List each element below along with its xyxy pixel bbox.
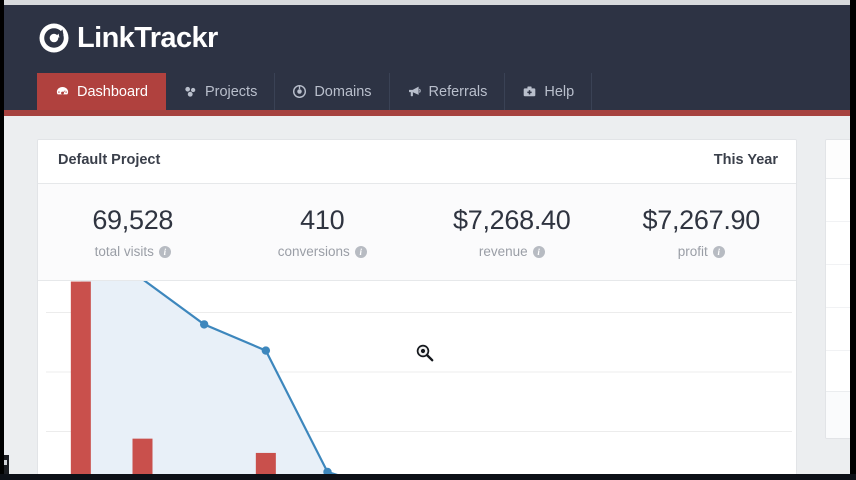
chart-canvas [46, 281, 792, 474]
info-icon[interactable]: i [354, 245, 367, 258]
list-item[interactable] [826, 222, 850, 265]
bottom-edge-bar [0, 474, 856, 480]
nav-tab-dashboard[interactable]: Dashboard [37, 73, 166, 110]
info-icon[interactable]: i [158, 245, 171, 258]
stat-profit: $7,267.90 profit i [607, 184, 797, 280]
stat-label: revenue i [417, 244, 607, 259]
stat-total-visits: 69,528 total visits i [38, 184, 228, 280]
briefcase-medical-icon [522, 84, 537, 99]
nav-tab-projects[interactable]: Projects [166, 73, 276, 110]
left-edge-bar [0, 0, 4, 480]
nav-tab-label: Help [544, 83, 575, 100]
nav-tab-label: Dashboard [77, 83, 148, 100]
stat-value: 69,528 [92, 205, 174, 235]
stat-label-text: conversions [277, 244, 350, 259]
stat-label: conversions i [228, 244, 418, 259]
brand-name: LinkTrackr [77, 22, 218, 54]
stat-label: profit i [607, 244, 797, 259]
stat-value: 410 [300, 205, 345, 235]
stat-label: total visits i [38, 244, 228, 259]
nav-tab-domains[interactable]: Domains [275, 73, 390, 110]
stat-label-text: total visits [94, 244, 154, 259]
nav-tab-referrals[interactable]: Referrals [390, 73, 506, 110]
main-navigation: Dashboard Projects [4, 73, 850, 110]
cubes-icon [183, 84, 198, 99]
dashboard-chart[interactable] [38, 281, 796, 474]
dashboard-panel: Default Project This Year 69,528 total v… [37, 139, 797, 474]
nav-tab-label: Referrals [428, 83, 488, 100]
stat-label-text: profit [677, 244, 708, 259]
stats-strip: 69,528 total visits i 410 conversions i [38, 184, 796, 281]
top-edge-strip [0, 0, 856, 5]
stat-label-text: revenue [478, 244, 528, 259]
tachometer-icon [55, 84, 70, 99]
panel-header: Default Project This Year [38, 140, 796, 184]
info-icon[interactable]: i [712, 245, 725, 258]
stat-conversions: 410 conversions i [228, 184, 418, 280]
info-icon[interactable]: i [532, 245, 545, 258]
scrollbar-fragment[interactable] [0, 455, 9, 474]
globe-target-icon [292, 84, 307, 99]
nav-tab-label: Domains [314, 83, 372, 100]
link-circle-icon [37, 21, 71, 55]
nav-tab-label: Projects [204, 83, 258, 100]
stat-value: $7,267.90 [642, 205, 761, 235]
header-accent-bar [4, 110, 850, 116]
right-edge-bar [850, 0, 856, 480]
secondary-panel [825, 139, 850, 439]
secondary-panel-header [826, 140, 850, 179]
project-title: Default Project [58, 152, 161, 168]
bullhorn-icon [407, 84, 422, 99]
stat-revenue: $7,268.40 revenue i [417, 184, 607, 280]
application-window: LinkTrackr Dashboard [4, 5, 850, 474]
list-item[interactable] [826, 179, 850, 222]
secondary-panel-footer [826, 391, 850, 438]
date-range-selector[interactable]: This Year [713, 152, 778, 168]
page-body: Default Project This Year 69,528 total v… [4, 116, 850, 474]
brand-logo[interactable]: LinkTrackr [37, 21, 218, 55]
stat-value: $7,268.40 [453, 205, 571, 235]
list-item[interactable] [826, 308, 850, 351]
app-header: LinkTrackr [4, 5, 850, 73]
nav-tab-help[interactable]: Help [505, 73, 593, 110]
list-item[interactable] [826, 265, 850, 308]
